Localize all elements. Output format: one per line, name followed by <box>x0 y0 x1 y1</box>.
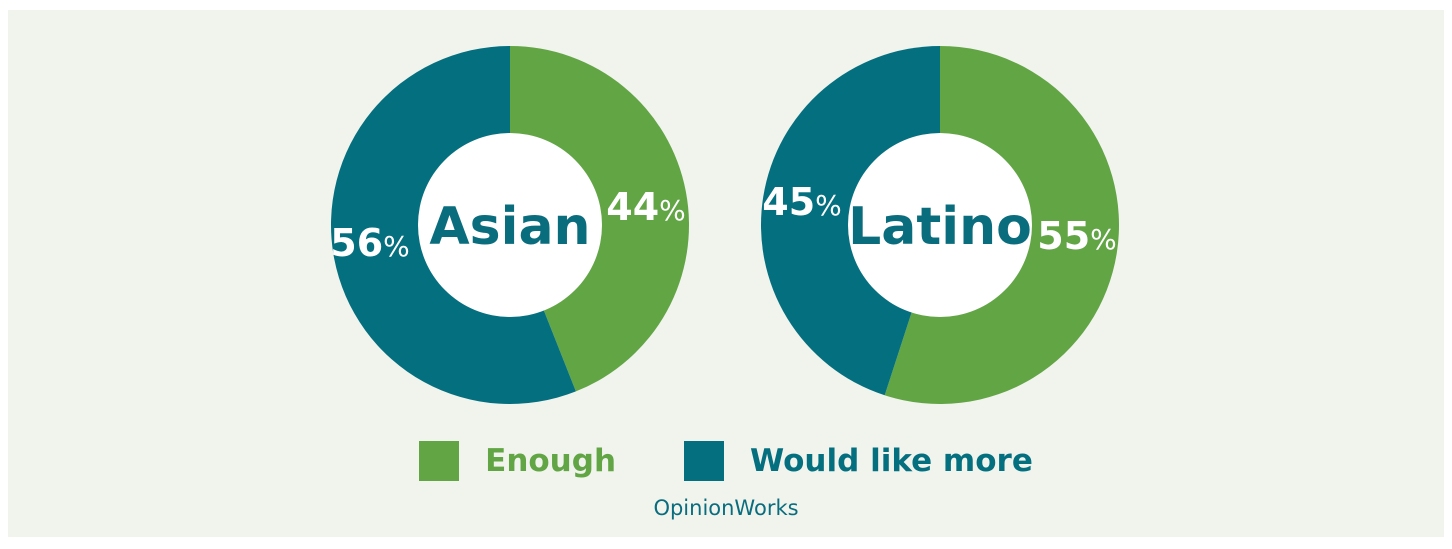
legend-item-would-like-more: Would like more <box>684 441 1033 481</box>
data-label-latino-enough: 55% <box>1037 214 1117 258</box>
legend-label-would-like-more: Would like more <box>750 443 1033 479</box>
legend: Enough Would like more <box>0 441 1452 481</box>
donut-title-latino: Latino <box>848 197 1032 257</box>
chart-panel <box>8 10 1444 537</box>
legend-item-enough: Enough <box>419 441 616 481</box>
legend-swatch-would-like-more <box>684 441 725 481</box>
donut-latino: Latino 55% 45% <box>761 46 1120 405</box>
donut-hole-asian <box>418 133 602 317</box>
data-label-asian-would-like-more: 56% <box>330 221 410 265</box>
legend-swatch-enough <box>419 441 460 481</box>
legend-label-enough: Enough <box>485 443 617 479</box>
donut-hole-latino <box>848 133 1032 317</box>
source-label: OpinionWorks <box>653 496 799 520</box>
donut-title-asian: Asian <box>429 197 590 257</box>
data-label-asian-enough: 44% <box>606 185 686 229</box>
data-label-latino-would-like-more: 45% <box>762 180 842 224</box>
donut-asian: Asian 44% 56% <box>330 46 689 404</box>
